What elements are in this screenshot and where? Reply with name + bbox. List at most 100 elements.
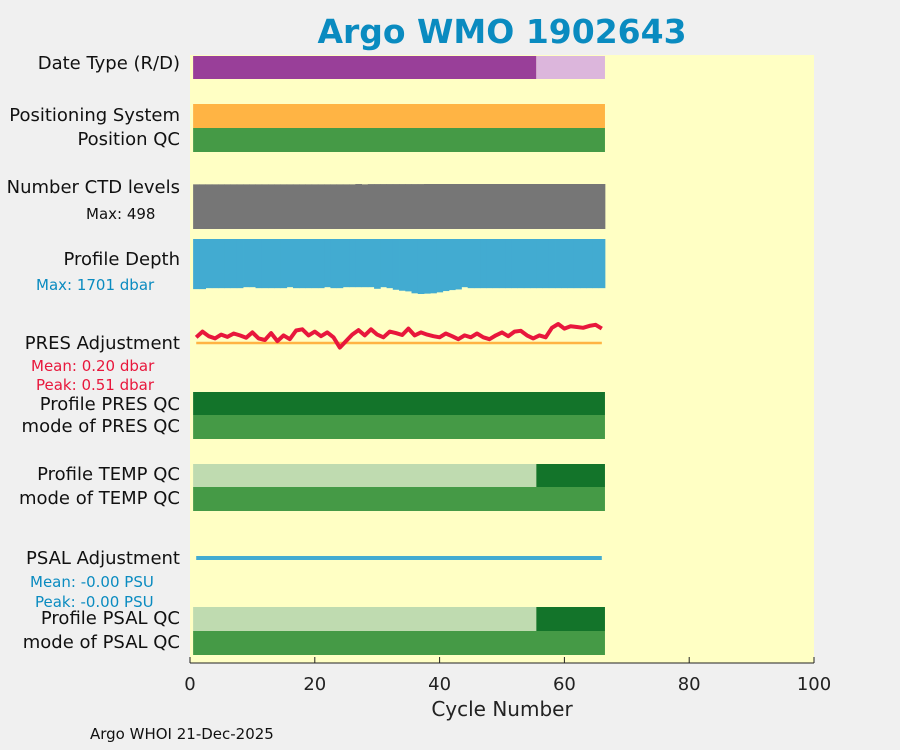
profile-depth-bar [461, 239, 469, 288]
ctd-level-bar [268, 184, 275, 229]
profile-psal-qc-bar-dark [536, 607, 605, 631]
ctd-level-bar [224, 184, 231, 229]
profile-depth-bar [405, 239, 412, 292]
ctd-level-bar [555, 184, 562, 229]
ctd-level-bar [367, 184, 375, 229]
pres-adjustment-line [194, 322, 603, 350]
ctd-level-bar [598, 184, 606, 229]
profile-depth-bar [511, 239, 518, 289]
profile-depth-bar [380, 239, 387, 288]
label-profile-psal-qc: Profile PSAL QC [40, 608, 180, 629]
ctd-level-bar [592, 184, 600, 229]
profile-depth-bar [367, 239, 375, 288]
ctd-level-bar [286, 184, 294, 229]
profile-depth-bar [386, 239, 394, 289]
ctd-level-bar [193, 184, 200, 229]
profile-depth-bar [392, 239, 400, 290]
pres-mean: Mean: 0.20 dbar [31, 357, 155, 375]
profile-depth-bar [530, 239, 537, 289]
ctd-level-bar [255, 184, 263, 229]
label-date-type: Date Type (R/D) [37, 53, 180, 74]
ctd-level-bar [336, 184, 344, 229]
ctd-level-bar [274, 184, 281, 229]
x-axis-label: Cycle Number [431, 697, 573, 721]
ctd-level-bar [436, 184, 444, 229]
profile-depth-bar [193, 239, 200, 290]
label-pres-adjustment: PRES Adjustment [24, 333, 180, 354]
profile-temp-qc-bar-dark [536, 464, 605, 487]
ctd-level-bar [548, 184, 556, 229]
ctd-level-bar [461, 184, 469, 229]
ctd-level-bar [505, 184, 512, 229]
profile-depth-bar [580, 239, 587, 289]
profile-depth-bar [467, 239, 475, 289]
label-positioning-system: Positioning System [9, 105, 180, 126]
profile-depth-bar [342, 239, 350, 288]
profile-depth-bar [399, 239, 406, 291]
ctd-level-bar [211, 184, 219, 229]
ctd-level-bar [355, 184, 362, 229]
label-position-qc: Position QC [77, 129, 180, 150]
ctd-level-bar [399, 184, 406, 229]
label-ctd-levels: Number CTD levels [6, 177, 180, 198]
x-tick-100: 100 [796, 674, 832, 695]
ctd-level-bar [517, 184, 525, 229]
ctd-level-bar [405, 184, 412, 229]
ctd-level-bar [249, 184, 256, 229]
profile-depth-bar [280, 239, 288, 289]
mode-psal-qc-bar [193, 631, 605, 655]
ctd-level-bar [317, 184, 325, 229]
ctd-level-bar [305, 184, 313, 229]
ctd-level-bar [374, 184, 381, 229]
date-type-bar-R [193, 56, 537, 79]
profile-depth-bar [317, 239, 325, 289]
ctd-level-bar [361, 184, 369, 229]
ctd-level-bar [311, 184, 319, 229]
position-qc-bar [193, 128, 605, 152]
profile-depth-bar [480, 239, 487, 289]
profile-depth-bar [492, 239, 500, 289]
profile-depth-bar [555, 239, 562, 289]
profile-depth-bar [374, 239, 381, 289]
profile-depth-bar [305, 239, 313, 289]
ctd-level-bar [205, 184, 213, 229]
profile-depth-bar [299, 239, 306, 289]
ctd-level-bar [530, 184, 537, 229]
profile-depth-bar [274, 239, 281, 289]
profile-depth-bar [542, 239, 550, 289]
ctd-level-bar [567, 184, 575, 229]
ctd-level-bar [498, 184, 506, 229]
positioning-system-bar [193, 104, 605, 128]
x-tick-40: 40 [428, 674, 452, 695]
profile-depth-bar [286, 239, 294, 288]
ctd-level-bar [580, 184, 587, 229]
ctd-level-bar [230, 184, 238, 229]
ctd-level-bar [280, 184, 288, 229]
depth-max: Max: 1701 dbar [36, 276, 155, 294]
profile-depth-bar [199, 239, 206, 290]
label-mode-temp-qc: mode of TEMP QC [18, 488, 180, 509]
profile-pres-qc-bar [193, 392, 605, 415]
profile-depth-bar [598, 239, 606, 289]
psal-mean: Mean: -0.00 PSU [30, 573, 154, 591]
ctd-level-bar [411, 184, 419, 229]
ctd-level-bar [218, 184, 225, 229]
ctd-level-bar [480, 184, 487, 229]
ctd-level-bar [324, 184, 331, 229]
ctd-level-bar [349, 184, 356, 229]
profile-depth-bar [211, 239, 219, 289]
ctd-level-bar [342, 184, 350, 229]
label-profile-temp-qc: Profile TEMP QC [37, 464, 180, 485]
ctd-level-bar [199, 184, 206, 229]
ctd-level-bar [442, 184, 450, 229]
profile-depth-bar [230, 239, 238, 289]
chart-title: Argo WMO 1902643 [317, 12, 687, 51]
profile-depth-bar [224, 239, 231, 289]
mode-temp-qc-bar [193, 487, 605, 511]
profile-depth-bar [498, 239, 506, 289]
ctd-level-bar [330, 184, 338, 229]
ctd-level-bar [523, 184, 531, 229]
ctd-level-bar [386, 184, 394, 229]
ctd-level-bar [299, 184, 306, 229]
